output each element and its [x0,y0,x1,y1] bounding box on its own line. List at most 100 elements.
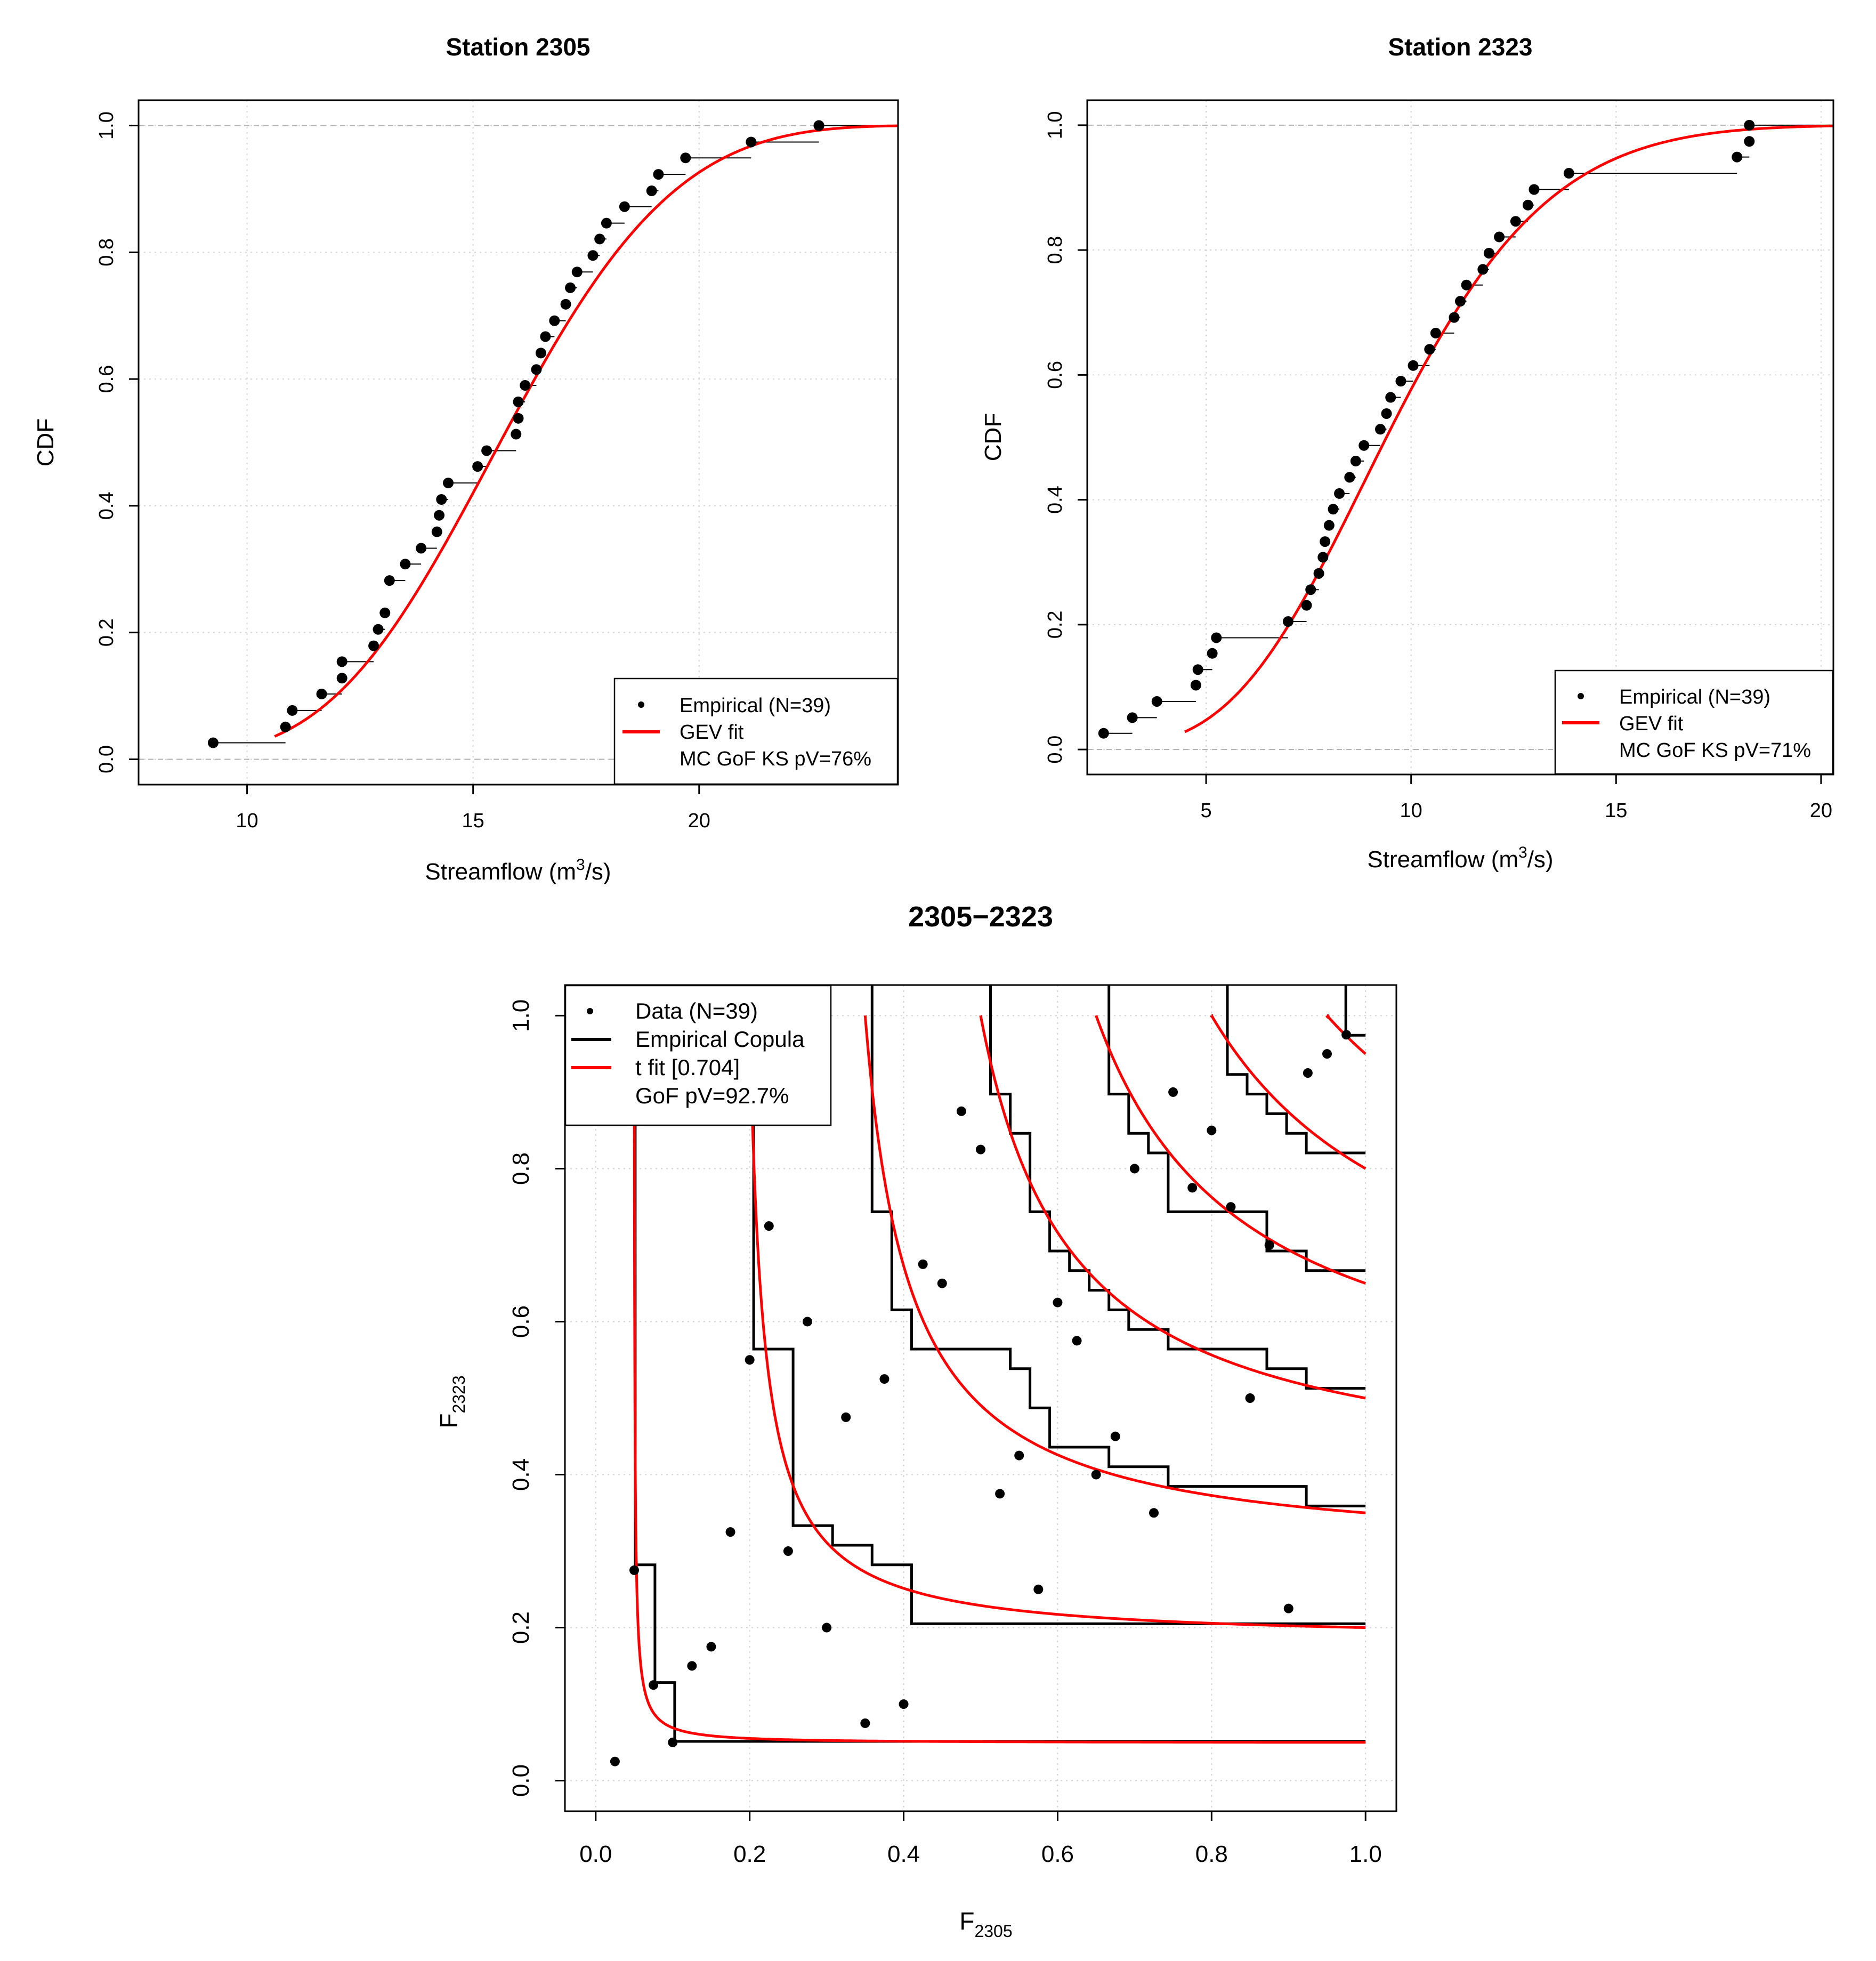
data-point [1033,1584,1044,1594]
data-point [1129,1164,1139,1174]
y-axis-label: CDF [980,413,1006,461]
plot-frame [564,984,1397,1812]
contours [633,985,1366,1744]
data-point [610,1756,620,1766]
data-point [918,1259,928,1269]
data-point [481,445,492,456]
data-point [280,721,291,732]
legend-entry-empirical: Empirical (N=39) [680,695,831,717]
data-point [436,494,447,505]
data-point [1245,1393,1255,1403]
chart-copula-2305-2323: 2305−2323 0.0 0.2 0.4 0.6 0.8 1.0 0.00.20.40.… [435,901,1397,1941]
data-point [1350,456,1361,467]
t-fit-contour [1095,1014,1366,1285]
y-tick-label: 0.0 [508,1764,534,1797]
data-point [400,559,411,570]
legend-point-marker [587,1008,593,1014]
data-point [649,1680,659,1690]
chart-title: 2305−2323 [908,901,1053,933]
data-point [287,705,298,716]
plot-area [139,120,899,760]
data-point [520,380,531,391]
data-point [434,510,445,521]
data-point [1091,1470,1101,1480]
grid [565,985,1396,1811]
chart-station-2323: Station 2323 5 10 15 20 0.00.20.40.60.81.0 … [980,33,1834,873]
x-tick-label: 1.0 [1349,1841,1382,1867]
legend-entry-gof: MC GoF KS pV=71% [1619,739,1811,762]
x-axis: 0.0 0.2 0.4 0.6 0.8 1.0 [579,1811,1382,1867]
legend: Empirical (N=39) GEV fit MC GoF KS pV=71… [1554,669,1834,775]
empirical-copula-contour [1344,985,1366,1037]
data-point [1014,1450,1024,1460]
legend-entry-empirical-copula: Empirical Copula [635,1027,805,1052]
data-point [745,1355,755,1365]
y-tick-label: 1.0 [508,999,534,1032]
x-tick-label: 20 [688,810,710,832]
data-point [379,607,391,618]
legend-entry-empirical: Empirical (N=39) [1619,686,1770,708]
grid [139,100,898,785]
legend-box [1554,669,1834,775]
data-point [1187,1183,1198,1193]
data-point [1305,584,1316,595]
plot-frame [138,99,899,786]
y-tick-label: 0.4 [1044,486,1066,514]
data-point [511,429,522,440]
y-tick-label: 0.0 [95,745,118,773]
data-point [995,1489,1005,1499]
data-point [594,233,605,245]
data-point [565,282,576,293]
data-point [535,348,546,359]
data-point [1328,504,1339,515]
x-tick-label: 20 [1810,800,1832,822]
data-point [1207,1125,1217,1135]
data-point [646,185,657,197]
y-tick-label: 0.6 [508,1305,534,1338]
x-tick-label: 0.6 [1041,1841,1074,1867]
data-point [1385,392,1396,403]
data-point [373,624,384,635]
data-point [316,688,327,699]
data-point [1424,344,1435,355]
x-tick-label: 15 [462,810,484,832]
data-point [1430,327,1441,338]
data-point [416,543,427,554]
legend-point-marker [1578,693,1584,699]
data-point [1494,231,1505,243]
data-point [336,656,347,667]
legend-box [613,677,899,785]
y-axis: 0.0 0.2 0.4 0.6 0.8 1.0 [1044,111,1087,764]
data-point [431,526,442,537]
data-point [1053,1297,1063,1308]
t-fit-contour [1325,1014,1366,1055]
data-point [653,169,664,180]
y-tick-label: 1.0 [1044,111,1066,139]
data-point [1359,440,1370,451]
data-point [1110,1431,1120,1441]
chart-station-2305: Station 2305 10 15 20 0.0 0.2 0.4 0.6 0.8 1.0 S… [33,33,899,885]
data-point [549,315,560,326]
data-point [1395,376,1406,387]
data-point [879,1374,890,1384]
x-tick-label: 10 [236,810,258,832]
x-axis-label: Streamflow (m3/s) [1367,844,1553,873]
data-point [472,461,483,472]
data-point [1301,600,1312,611]
data-point [783,1546,793,1556]
data-point [384,575,395,586]
data-point [601,217,612,229]
data-point [571,267,583,278]
data-point [1732,151,1743,163]
data-point [706,1642,716,1652]
y-tick-label: 1.0 [95,111,118,140]
legend-entry-gev: GEV fit [680,721,744,744]
data-point [1449,312,1460,323]
x-tick-label: 0.8 [1195,1841,1228,1867]
data-point [1313,568,1324,579]
chart-title: Station 2305 [446,33,591,61]
grid [1087,100,1833,774]
data-point [1455,296,1466,307]
legend-entry-t-fit: t fit [0.704] [635,1055,740,1080]
